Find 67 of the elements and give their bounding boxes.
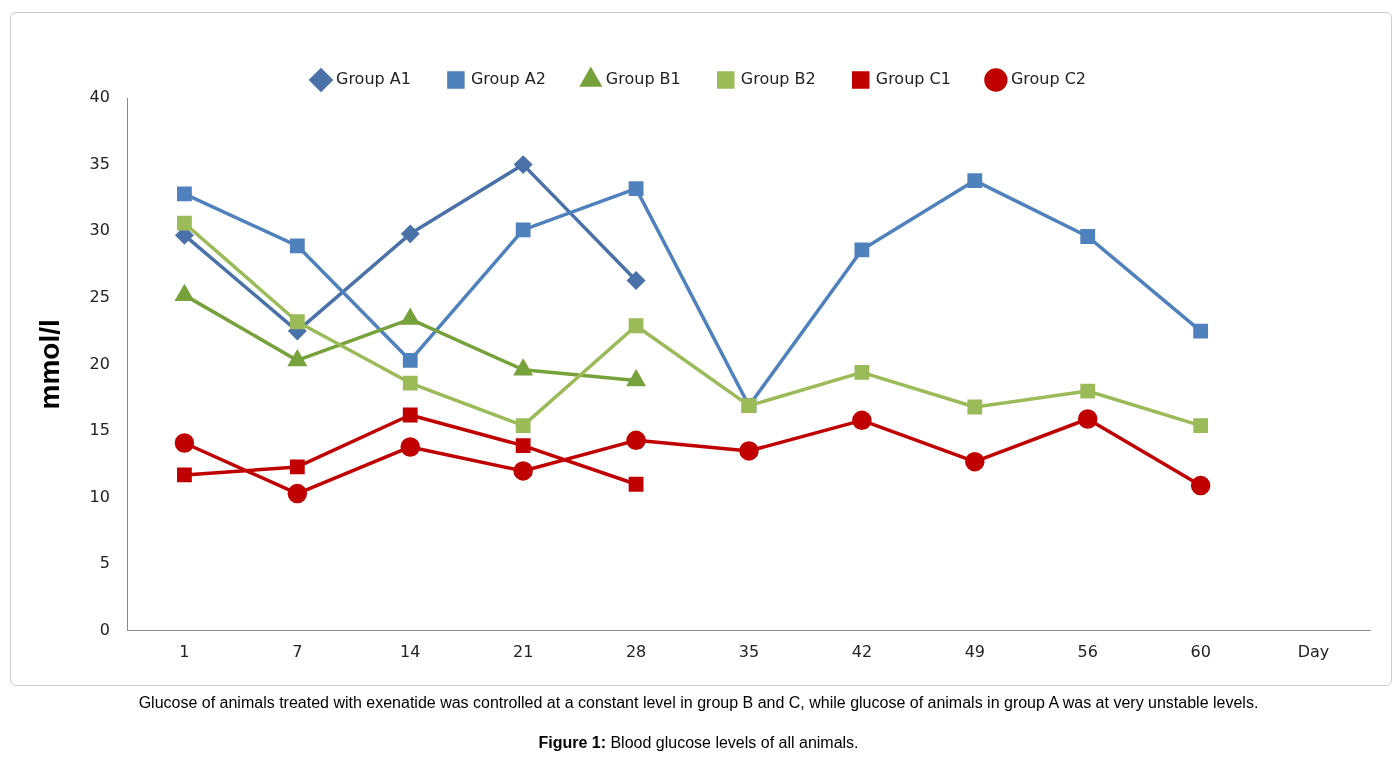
point — [515, 438, 531, 454]
point — [628, 476, 644, 492]
point — [739, 441, 759, 461]
point — [515, 222, 531, 238]
point — [626, 430, 646, 451]
x-tick-label: 21 — [512, 641, 534, 661]
y-tick-label: 0 — [99, 619, 110, 639]
point — [1190, 475, 1211, 496]
x-tick-label: 42 — [851, 641, 873, 661]
point — [628, 181, 644, 196]
legend-label: Group C2 — [1010, 69, 1087, 89]
y-tick-label: 15 — [89, 420, 110, 440]
point — [402, 407, 418, 423]
point — [1080, 383, 1096, 399]
point — [628, 318, 644, 334]
x-tick-label: 35 — [738, 641, 760, 661]
x-tick-label: 28 — [625, 641, 647, 661]
text: Glucose of animals treated with exenatide was controlled at a constant level in group B and C, while glucose of animals in group A was at very unstable levels. — [137, 694, 1260, 712]
point — [400, 437, 420, 457]
point — [515, 418, 531, 434]
point — [177, 467, 192, 483]
legend-label: Group B1 — [605, 69, 681, 89]
point — [174, 433, 195, 453]
point — [289, 238, 305, 254]
point — [967, 399, 983, 415]
y-tick-label: 5 — [99, 553, 110, 573]
x-tick-label: 56 — [1077, 641, 1098, 661]
legend-label: Group A2 — [470, 69, 546, 89]
legend-label: Group B2 — [740, 69, 816, 89]
point — [627, 271, 645, 290]
point — [1193, 323, 1209, 339]
y-tick-label: 20 — [89, 353, 110, 373]
point — [177, 186, 192, 202]
x-tick-label: 1 — [179, 641, 190, 661]
point — [287, 483, 308, 504]
point — [1193, 418, 1209, 434]
x-tick-label: 14 — [400, 641, 421, 661]
legend-label: Group C1 — [875, 69, 951, 89]
point — [965, 451, 985, 472]
point — [854, 364, 870, 380]
y-axis-title: mmol/l — [33, 319, 65, 410]
caption: Figure 1: Blood glucose levels of all animals. — [537, 734, 860, 752]
x-tick-label: 49 — [964, 641, 985, 661]
point — [177, 215, 192, 231]
x-axis-title: Day — [1297, 641, 1330, 661]
y-tick-label: 10 — [89, 486, 110, 506]
point — [967, 173, 983, 188]
point — [289, 459, 305, 475]
point — [289, 314, 305, 330]
x-tick-label: 7 — [292, 641, 303, 661]
point — [402, 375, 418, 391]
y-tick-label: 30 — [89, 220, 110, 240]
point — [288, 350, 307, 367]
y-tick-label: 40 — [89, 87, 110, 107]
point — [1077, 409, 1098, 429]
point — [514, 155, 532, 174]
point — [852, 410, 872, 431]
point — [854, 242, 870, 258]
legend-label: Group A1 — [335, 69, 411, 89]
x-tick-label: 60 — [1190, 641, 1211, 661]
point — [401, 225, 419, 243]
point — [627, 370, 645, 387]
y-tick-label: 25 — [89, 286, 110, 306]
point — [513, 461, 533, 481]
y-tick-label: 35 — [89, 153, 110, 173]
point — [1080, 229, 1096, 244]
point — [402, 353, 418, 368]
